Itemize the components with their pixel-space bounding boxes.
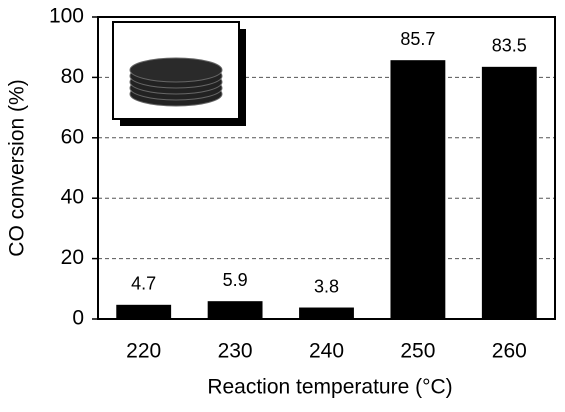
bar — [116, 304, 172, 319]
y-tick-label: 100 — [49, 5, 84, 28]
value-label: 85.7 — [400, 29, 435, 49]
y-tick-label: 40 — [61, 186, 84, 209]
x-tick-label: 220 — [126, 340, 161, 363]
value-label: 4.7 — [131, 274, 156, 294]
plot-frame — [97, 16, 556, 320]
bar — [481, 66, 537, 319]
y-axis-title: CO conversion (%) — [6, 79, 29, 256]
x-axis-title: Reaction temperature (°C) — [207, 376, 452, 399]
x-tick-label: 240 — [309, 340, 344, 363]
bar — [390, 60, 446, 319]
bar — [207, 301, 263, 319]
y-tick-label: 60 — [61, 125, 84, 148]
bar — [299, 307, 354, 319]
value-label: 5.9 — [223, 270, 248, 290]
x-tick-label: 250 — [400, 340, 435, 363]
inset-icon — [112, 21, 246, 126]
icon-disk — [129, 57, 223, 83]
x-tick-label: 230 — [218, 340, 253, 363]
value-label: 3.8 — [314, 276, 339, 296]
y-tick-label: 0 — [72, 307, 84, 330]
y-tick-label: 20 — [61, 246, 84, 269]
y-tick-label: 80 — [61, 65, 84, 88]
value-label: 83.5 — [492, 36, 527, 56]
x-tick-label: 260 — [492, 340, 527, 363]
